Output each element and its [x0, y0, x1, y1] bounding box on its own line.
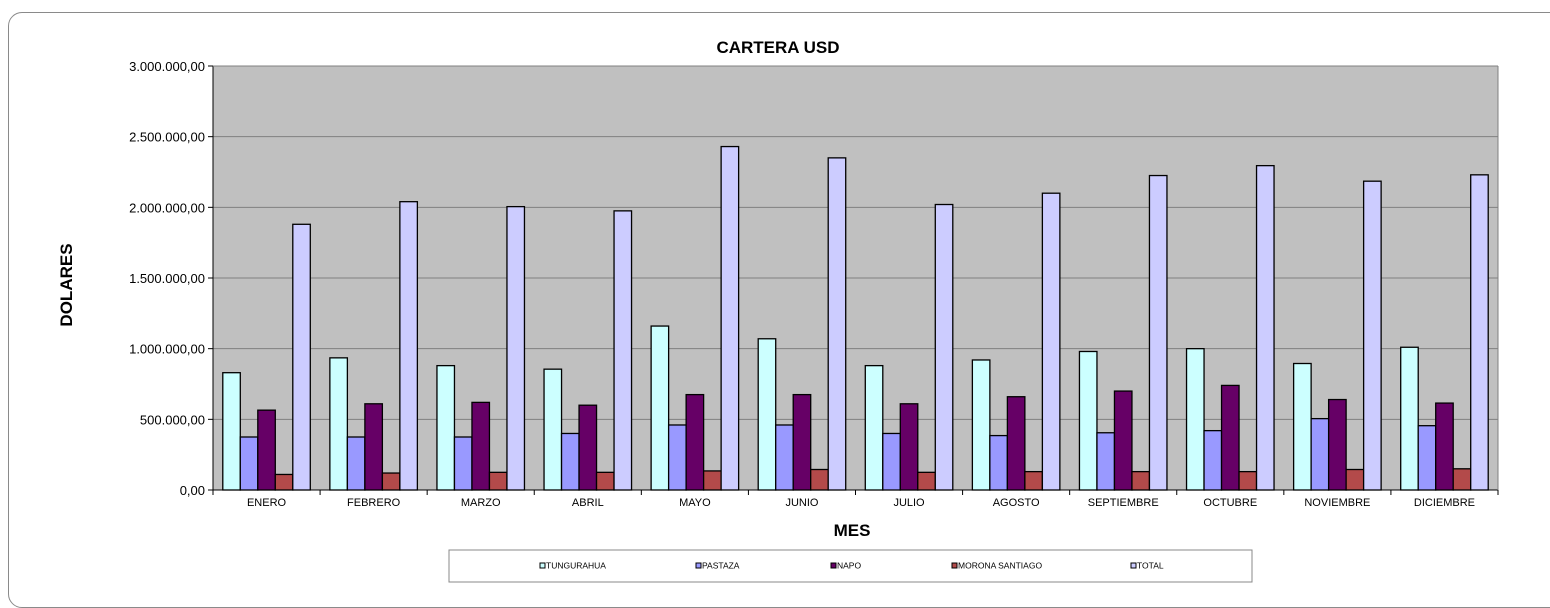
- x-tick-label: ABRIL: [572, 497, 604, 509]
- bar-pastaza: [1204, 431, 1222, 490]
- x-tick-label: FEBRERO: [347, 497, 401, 509]
- bar-total: [400, 202, 418, 490]
- bar-morona-santiago: [704, 471, 722, 490]
- legend-label: PASTAZA: [702, 561, 740, 571]
- bar-morona-santiago: [1025, 472, 1043, 490]
- bar-tungurahua: [758, 339, 776, 490]
- bar-napo: [1222, 385, 1240, 490]
- bar-total: [293, 224, 311, 490]
- x-tick-label: ENERO: [247, 497, 287, 509]
- x-tick-label: MAYO: [679, 497, 711, 509]
- bar-tungurahua: [651, 326, 669, 490]
- bar-napo: [1329, 400, 1347, 490]
- bar-pastaza: [1097, 433, 1115, 490]
- bar-napo: [1436, 403, 1454, 490]
- bar-pastaza: [240, 437, 258, 490]
- legend-swatch: [831, 563, 836, 568]
- bar-tungurahua: [865, 366, 883, 490]
- y-tick-label: 500.000,00: [140, 412, 205, 427]
- legend-label: TOTAL: [1137, 561, 1164, 571]
- bar-napo: [793, 395, 811, 490]
- y-tick-label: 1.500.000,00: [129, 271, 205, 286]
- bar-pastaza: [1311, 419, 1329, 490]
- bar-total: [614, 211, 632, 490]
- y-tick-label: 2.500.000,00: [129, 130, 205, 145]
- bar-total: [1471, 175, 1489, 490]
- bar-tungurahua: [544, 369, 562, 490]
- bar-morona-santiago: [275, 474, 293, 490]
- x-tick-label: NOVIEMBRE: [1304, 497, 1370, 509]
- x-tick-label: JULIO: [893, 497, 925, 509]
- bar-morona-santiago: [1239, 472, 1257, 490]
- y-axis-ticks: 0,00 500.000,00 1.000.000,00 1.500.000,00 2.…: [129, 59, 213, 498]
- x-tick-label: AGOSTO: [993, 497, 1040, 509]
- bar-napo: [686, 395, 704, 490]
- y-tick-label: 2.000.000,00: [129, 200, 205, 215]
- legend-swatch: [952, 563, 957, 568]
- bar-tungurahua: [223, 373, 241, 490]
- bar-total: [1257, 166, 1275, 490]
- bar-pastaza: [990, 436, 1008, 490]
- bar-morona-santiago: [918, 472, 936, 490]
- y-tick-label: 1.000.000,00: [129, 342, 205, 357]
- bar-pastaza: [776, 425, 794, 490]
- bar-napo: [365, 404, 383, 490]
- bar-morona-santiago: [597, 472, 615, 490]
- bar-napo: [579, 405, 597, 490]
- bar-morona-santiago: [382, 473, 400, 490]
- bar-morona-santiago: [489, 472, 507, 490]
- y-tick-label: 0,00: [180, 483, 205, 498]
- bar-pastaza: [883, 433, 901, 490]
- bar-napo: [1114, 391, 1132, 490]
- y-axis-label: DOLARES: [57, 243, 76, 326]
- x-tick-label: JUNIO: [785, 497, 818, 509]
- bar-tungurahua: [972, 360, 990, 490]
- legend-label: MORONA SANTIAGO: [958, 561, 1042, 571]
- x-tick-label: DICIEMBRE: [1414, 497, 1475, 509]
- bar-pastaza: [562, 433, 580, 490]
- legend-swatch: [696, 563, 701, 568]
- bar-tungurahua: [1294, 364, 1312, 490]
- chart-title: CARTERA USD: [716, 38, 839, 57]
- bar-morona-santiago: [1132, 472, 1150, 490]
- bar-napo: [258, 410, 276, 490]
- bar-morona-santiago: [1346, 470, 1364, 490]
- bar-tungurahua: [330, 358, 348, 490]
- bar-tungurahua: [1187, 349, 1205, 490]
- bar-total: [721, 147, 739, 490]
- x-tick-label: SEPTIEMBRE: [1088, 497, 1159, 509]
- bar-napo: [472, 402, 490, 490]
- bar-total: [1149, 176, 1167, 490]
- y-tick-label: 3.000.000,00: [129, 59, 205, 74]
- x-tick-label: MARZO: [461, 497, 501, 509]
- bar-total: [1364, 181, 1382, 490]
- legend-label: NAPO: [837, 561, 861, 571]
- bar-napo: [900, 404, 918, 490]
- x-tick-label: OCTUBRE: [1203, 497, 1257, 509]
- legend-label: TUNGURAHUA: [546, 561, 606, 571]
- bar-morona-santiago: [811, 470, 829, 490]
- bar-pastaza: [454, 437, 472, 490]
- bar-pastaza: [1418, 426, 1436, 490]
- bar-tungurahua: [1079, 351, 1097, 490]
- x-axis-ticks: ENERO FEBRERO MARZO ABRIL MAYO JUNIO JULIO AGOS…: [213, 490, 1498, 509]
- bar-pastaza: [669, 425, 687, 490]
- bar-total: [935, 205, 953, 490]
- legend-swatch: [540, 563, 545, 568]
- x-axis-label: MES: [834, 521, 871, 540]
- bar-morona-santiago: [1453, 469, 1471, 490]
- bar-tungurahua: [437, 366, 455, 490]
- bar-total: [507, 207, 525, 490]
- bar-tungurahua: [1401, 347, 1419, 490]
- bar-total: [828, 158, 846, 490]
- bar-total: [1042, 193, 1060, 490]
- bar-pastaza: [347, 437, 365, 490]
- bar-napo: [1007, 397, 1025, 490]
- legend-swatch: [1131, 563, 1136, 568]
